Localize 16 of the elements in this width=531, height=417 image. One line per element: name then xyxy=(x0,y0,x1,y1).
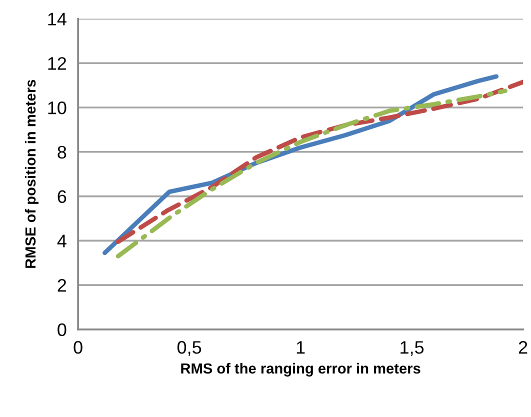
x-tick-label: 0 xyxy=(74,341,82,354)
y-tick-label: 14 xyxy=(48,12,66,26)
y-tick-label: 6 xyxy=(58,190,66,204)
x-tick-label: 1,5 xyxy=(400,341,424,356)
x-tick-label: 0,5 xyxy=(177,341,202,356)
y-tick-label: 0 xyxy=(58,323,66,336)
x-tick-label: 2 xyxy=(518,341,528,354)
y-tick-label: 8 xyxy=(58,146,66,159)
x-axis-title: RMS of the ranging error in meters xyxy=(181,362,420,377)
y-axis-title: RMSE of position in meters xyxy=(24,80,39,268)
y-tick-label: 4 xyxy=(57,234,66,248)
y-tick-label: 10 xyxy=(48,101,66,114)
y-tick-label: 12 xyxy=(48,57,66,70)
x-tick-label: 1 xyxy=(296,341,305,354)
y-tick-label: 2 xyxy=(58,278,66,292)
line-series xyxy=(116,80,524,244)
